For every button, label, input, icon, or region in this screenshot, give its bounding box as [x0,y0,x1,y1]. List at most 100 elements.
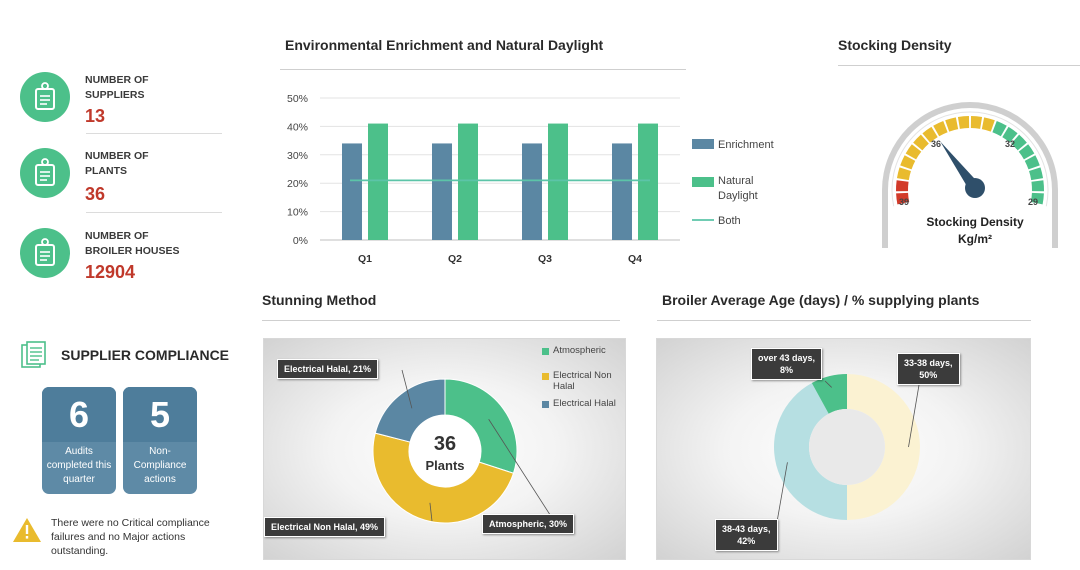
stunning-legend: Atmospheric Electrical Non Halal Electri… [542,345,622,409]
callout-38-43-days: 38-43 days, 42% [715,519,778,551]
x-tick-label: Q2 [448,253,462,265]
stat-value: 36 [85,184,106,204]
clipboard-icon [20,228,70,278]
legend-label: Atmospheric [553,345,606,356]
leader-line [824,380,832,388]
x-tick-label: Q1 [358,253,372,265]
stocking-density-gauge: 39 36 32 29 Stocking Density Kg/m² [882,102,1058,248]
title-rule [262,320,620,321]
stat-value: 12904 [85,262,136,282]
gauge-tick-label: 39 [899,197,909,207]
slice-electrical-halal [374,378,446,443]
gauge-segment [922,126,938,143]
divider [86,133,222,134]
enrichment-bar-chart: 0% 10% 20% 30% 40% 50% Q1 Q2 Q3 Q4 Enrichment Natur… [287,93,774,265]
noncompliance-value: 5 [149,393,171,435]
gauge-segment [913,134,929,151]
warning-icon [12,516,42,549]
slice-33-38-days [847,374,920,520]
x-tick-label: Q3 [538,253,552,265]
leader-line [776,462,788,523]
bar-enrichment [432,143,452,240]
leader-line [488,419,555,522]
y-tick-label: 50% [287,93,308,105]
gauge-segment [1030,192,1044,205]
gauge-segment [900,155,916,170]
stocking-density-title: Stocking Density [838,37,952,53]
y-tick-label: 40% [287,121,308,133]
noncompliance-label: Non-Compliance actions [133,446,187,485]
compliance-title: SUPPLIER COMPLIANCE [61,347,230,363]
stat-suppliers: NUMBER OF SUPPLIERS 13 [18,64,222,142]
gauge-segment [1002,126,1018,143]
bar-natural-daylight [548,123,568,240]
gauge-hub [965,178,985,198]
stat-value: 13 [85,106,106,126]
clipboard-icon [20,72,70,122]
callout-33-38-days: 33-38 days, 50% [897,353,960,385]
noncompliance-tile: 5 Non-Compliance actions [123,387,197,494]
compliance-note: There were no Critical compliance failur… [51,517,210,557]
leader-line [908,384,920,448]
broiler-age-title: Broiler Average Age (days) / % supplying… [662,292,980,308]
legend-item: Atmospheric [542,345,622,356]
document-icon [19,340,49,375]
gauge-segment [1029,167,1044,181]
gauge-segment [1024,155,1040,170]
gauge-needle [940,141,980,192]
bar-natural-daylight [368,123,388,240]
gauge-label: Stocking Density [926,215,1024,229]
bar-natural-daylight [458,123,478,240]
stat-plants: NUMBER OF PLANTS 36 [18,140,222,218]
gauge-segment [896,180,909,192]
y-tick-label: 30% [287,150,308,162]
stat-label: NUMBER OF BROILER HOUSES [85,230,180,257]
stat-broiler-houses: NUMBER OF BROILER HOUSES 12904 [18,220,222,298]
legend-label: Enrichment [718,139,774,151]
audits-label: Audits completed this quarter [46,446,112,485]
enrichment-chart-title: Environmental Enrichment and Natural Day… [285,37,604,53]
audits-tile: 6 Audits completed this quarter [42,387,116,494]
legend-label: Electrical Halal [553,398,616,409]
legend-swatch [542,401,549,408]
legend-label: Natural Daylight [718,175,758,202]
gauge-ring [891,111,1049,207]
legend-label: Both [718,215,741,227]
title-rule [657,320,1031,321]
legend-swatch [692,139,714,149]
gauge-tick-label: 29 [1028,197,1038,207]
gauge-segment [1011,134,1027,151]
slice-38-43-days [774,383,847,520]
divider [86,212,222,213]
leader-line [429,502,433,522]
callout-electrical-halal: Electrical Halal, 21% [277,359,379,379]
gauge-segment [1031,180,1044,192]
callout-atmospheric: Atmospheric, 30% [482,514,575,534]
title-rule [280,69,686,70]
leader-line [401,369,413,409]
center-value: 36 [434,433,456,455]
gauge-tick-label: 36 [931,139,941,149]
y-tick-label: 10% [287,207,308,219]
donut-hole [409,415,481,487]
x-tick-label: Q4 [628,253,642,265]
stat-label: NUMBER OF SUPPLIERS [85,74,149,101]
gauge-segment [896,192,910,205]
legend-swatch [542,348,549,355]
callout-over-43-days: over 43 days, 8% [751,348,823,380]
gauge-segment [945,117,959,132]
donut-hole [809,409,885,485]
bar-enrichment [522,143,542,240]
stunning-donut: 36 Plants [372,369,555,524]
gauge-segment [970,116,983,129]
gauge-segment [1018,144,1035,160]
legend-item: Electrical Halal [542,398,622,409]
audits-value: 6 [68,393,90,435]
stunning-method-panel: 36 Plants Electrical Halal, 21% Electrica… [263,338,626,560]
legend-item: Electrical Non Halal [542,370,622,392]
title-rule [838,65,1080,66]
bar-enrichment [612,143,632,240]
gauge-segment [981,117,995,132]
gauge-unit: Kg/m² [958,232,992,246]
stunning-method-title: Stunning Method [262,292,377,308]
